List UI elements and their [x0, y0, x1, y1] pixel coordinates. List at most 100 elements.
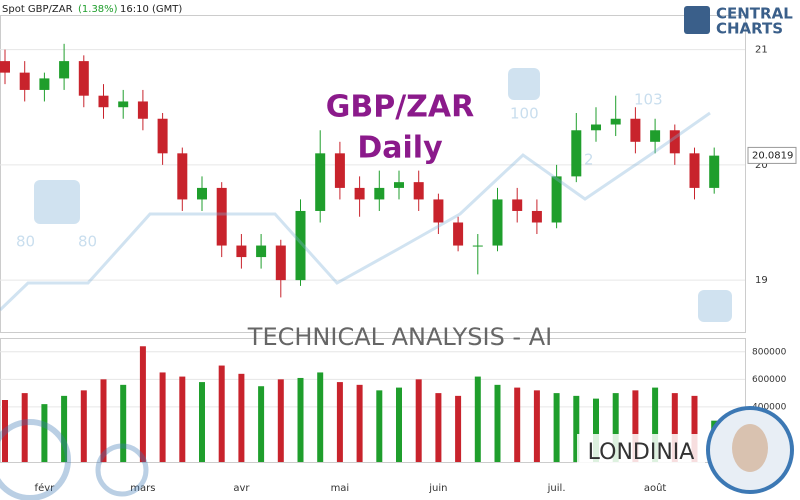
candle-body: [571, 130, 582, 177]
volume-bar: [120, 384, 127, 462]
watermark-subtitle: Daily: [357, 131, 443, 166]
volume-bar: [435, 393, 442, 462]
x-tick-label: avr: [233, 483, 250, 494]
volume-bar: [396, 387, 402, 462]
volume-bar: [179, 376, 186, 462]
candle-body: [216, 187, 227, 246]
candle-body: [177, 153, 188, 200]
y-tick-label: 21: [755, 45, 768, 56]
watermark-decor: [0, 68, 732, 500]
candle-body: [39, 78, 50, 90]
volume-bar: [277, 379, 284, 462]
price-panel: [0, 15, 746, 333]
y-tick-label: 800000: [752, 347, 787, 357]
candle-body: [630, 118, 641, 142]
volume-bar: [415, 379, 422, 462]
candle-body: [275, 245, 286, 281]
candle-body: [374, 187, 385, 200]
volume-bar: [514, 387, 521, 462]
candle-body: [118, 101, 129, 108]
volume-bar: [455, 395, 462, 462]
candle-body: [59, 61, 70, 79]
candle-body: [19, 72, 30, 90]
x-tick-label: mars: [130, 483, 155, 494]
y-tick-label: 20: [755, 160, 768, 171]
avatar-face: [732, 424, 768, 472]
y-tick-label: 600000: [752, 375, 787, 385]
watermark-number: 80: [16, 233, 35, 251]
decor-icon: [95, 443, 149, 497]
volume-bar: [474, 376, 481, 462]
volume-bar: [317, 372, 324, 462]
x-tick-label: juil.: [547, 483, 566, 494]
volume-bar: [80, 390, 87, 462]
x-tick-label: août: [644, 482, 667, 494]
y-tick-label: 400000: [752, 402, 787, 412]
volume-bar: [691, 395, 698, 462]
volume-bar: [652, 387, 659, 462]
watermark-number: 2: [584, 151, 594, 169]
watermark-title: GBP/ZAR: [326, 90, 475, 125]
candle-body: [689, 153, 700, 188]
candle-body: [709, 155, 720, 188]
watermark-number: 80: [78, 233, 97, 251]
candle-body: [334, 153, 345, 188]
volume-bar: [41, 404, 48, 462]
logo-text: CENTRAL: [716, 5, 793, 23]
header-time: 16:10 (GMT): [120, 4, 182, 15]
logo-text: CHARTS: [716, 20, 783, 38]
x-tick-label: févr: [35, 482, 56, 494]
volume-bar: [336, 382, 343, 462]
volume-bar: [356, 384, 363, 462]
last-price-box: [747, 146, 797, 164]
decor-icon: [508, 68, 540, 100]
volume-bar: [553, 393, 560, 462]
candle-body: [157, 118, 168, 154]
decor-icon: [34, 180, 80, 224]
candle-body: [512, 199, 523, 211]
brand: LONDINIA: [588, 440, 695, 465]
volume-bar: [533, 390, 540, 462]
logo-icon: [684, 6, 710, 34]
decor-line: [0, 111, 711, 312]
volume-bar: [2, 400, 8, 462]
volume-bar: [159, 372, 166, 462]
candle-body: [78, 61, 89, 96]
y-tick-label: 19: [755, 275, 768, 286]
volume-bar: [297, 377, 304, 462]
candle-body: [354, 187, 365, 200]
candle-body: [295, 210, 306, 281]
candle-body: [433, 199, 444, 223]
candle-body: [669, 130, 680, 154]
candle-body: [137, 101, 148, 119]
x-tick-label: mai: [331, 483, 350, 494]
candle-body: [492, 199, 503, 246]
header-change: (1.38%): [78, 4, 118, 15]
candle-body: [394, 182, 404, 188]
candle-body: [236, 245, 247, 258]
candle-body: [0, 61, 10, 73]
header-symbol: Spot GBP/ZAR: [2, 4, 73, 15]
volume-bar: [199, 382, 205, 462]
volume-bar: [671, 393, 678, 462]
volume-bar: [376, 390, 383, 462]
candle-body: [453, 222, 464, 246]
watermark-banner: TECHNICAL ANALYSIS - AI: [247, 323, 552, 351]
volume-bar: [61, 395, 68, 462]
watermark-number: 103: [634, 91, 663, 109]
candle-body: [610, 118, 621, 125]
volume-bar: [593, 398, 599, 462]
decor-icon: [698, 290, 732, 322]
volume-bar: [238, 373, 245, 462]
volume-bar: [258, 386, 265, 462]
candle-body: [472, 245, 483, 247]
volume-bar: [612, 393, 619, 462]
brand-box: [577, 434, 705, 470]
volume-panel: [0, 338, 746, 463]
candle-body: [551, 176, 562, 223]
volume-bar: [139, 346, 146, 462]
last-price-label: 20.0819: [752, 150, 793, 161]
volume-bar: [632, 390, 639, 462]
volume-bar: [21, 393, 28, 462]
